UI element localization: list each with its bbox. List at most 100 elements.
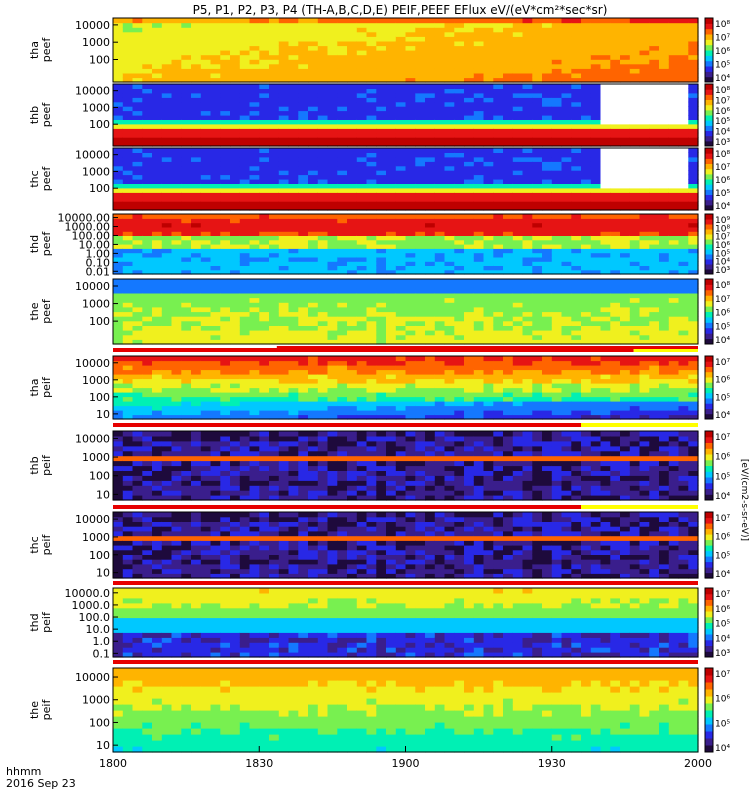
spectrogram-cell bbox=[269, 288, 280, 294]
spectrogram-cell bbox=[249, 22, 260, 28]
spectrogram-cell bbox=[298, 137, 309, 143]
colorbar-segment bbox=[705, 68, 713, 72]
spectrogram-cell bbox=[239, 201, 251, 207]
spectrogram-cell bbox=[678, 97, 689, 103]
spectrogram-cell bbox=[415, 401, 426, 407]
spectrogram-cell bbox=[620, 18, 631, 24]
spectrogram-cell bbox=[600, 316, 611, 322]
spectrogram-cell bbox=[249, 196, 260, 202]
spectrogram-cell bbox=[434, 360, 446, 366]
spectrogram-cell bbox=[444, 101, 455, 107]
spectrogram-cell bbox=[113, 40, 124, 47]
spectrogram-cell bbox=[473, 383, 485, 389]
spectrogram-cell bbox=[532, 252, 543, 258]
spectrogram-cell bbox=[532, 40, 543, 47]
spectrogram-cell bbox=[464, 288, 475, 294]
spectrogram-cell bbox=[278, 205, 290, 211]
spectrogram-cell bbox=[142, 170, 153, 176]
spectrogram-cell bbox=[610, 226, 621, 232]
spectrogram-cell bbox=[454, 174, 465, 180]
spectrogram-cell bbox=[473, 306, 485, 313]
spectrogram-cell bbox=[503, 283, 514, 289]
spectrogram-cell bbox=[464, 36, 475, 42]
spectrogram-cell bbox=[317, 214, 329, 219]
spectrogram-cell bbox=[581, 297, 592, 303]
spectrogram-cell bbox=[620, 231, 631, 236]
spectrogram-cell bbox=[395, 330, 407, 336]
spectrogram-cell bbox=[425, 218, 436, 224]
spectrogram-cell bbox=[152, 196, 163, 202]
spectrogram-cell bbox=[200, 248, 212, 254]
spectrogram-cell bbox=[581, 256, 592, 262]
spectrogram-cell bbox=[512, 63, 524, 69]
spectrogram-cell bbox=[386, 132, 397, 138]
spectrogram-cell bbox=[581, 325, 592, 331]
spectrogram-cell bbox=[425, 320, 436, 326]
spectrogram-cell bbox=[473, 414, 485, 420]
spectrogram-cell bbox=[298, 63, 309, 69]
spectrogram-cell bbox=[200, 339, 212, 345]
spectrogram-cell bbox=[395, 374, 407, 380]
spectrogram-cell bbox=[181, 320, 192, 326]
spectrogram-cell bbox=[337, 235, 348, 241]
spectrogram-cell bbox=[356, 84, 368, 89]
spectrogram-cell bbox=[249, 115, 260, 120]
spectrogram-cell bbox=[142, 297, 153, 303]
spectrogram-cell bbox=[551, 137, 563, 143]
colorbar-segment bbox=[705, 251, 713, 255]
spectrogram-cell bbox=[181, 356, 192, 362]
spectrogram-cell bbox=[239, 410, 251, 416]
spectrogram-cell bbox=[688, 187, 699, 193]
spectrogram-cell bbox=[483, 50, 494, 56]
spectrogram-cell bbox=[366, 288, 377, 294]
spectrogram-cell bbox=[269, 27, 280, 33]
spectrogram-cell bbox=[600, 325, 611, 331]
spectrogram-cell bbox=[620, 201, 631, 207]
spectrogram-cell bbox=[581, 170, 592, 176]
spectrogram-cell bbox=[249, 231, 260, 236]
spectrogram-cell bbox=[444, 119, 455, 125]
spectrogram-cell bbox=[512, 330, 524, 336]
spectrogram-cell bbox=[678, 192, 689, 198]
spectrogram-cell bbox=[415, 265, 426, 271]
spectrogram-cell bbox=[249, 137, 260, 143]
spectrogram-cell bbox=[600, 137, 611, 143]
spectrogram-cell bbox=[454, 156, 465, 162]
spectrogram-cell bbox=[327, 101, 338, 107]
spectrogram-cell bbox=[473, 128, 485, 134]
spectrogram-cell bbox=[678, 279, 689, 285]
spectrogram-cell bbox=[337, 161, 348, 167]
spectrogram-cell bbox=[542, 187, 553, 193]
spectrogram-cell bbox=[415, 383, 426, 389]
spectrogram-cell bbox=[249, 59, 260, 65]
spectrogram-cell bbox=[415, 77, 426, 83]
spectrogram-cell bbox=[590, 165, 602, 171]
spectrogram-cell bbox=[210, 128, 221, 134]
spectrogram-cell bbox=[259, 235, 270, 241]
spectrogram-cell bbox=[532, 22, 543, 28]
spectrogram-cell bbox=[386, 187, 397, 193]
spectrogram-cell bbox=[561, 115, 572, 120]
spectrogram-cell bbox=[425, 392, 436, 398]
colorbar-segment bbox=[705, 47, 713, 51]
spectrogram-cell bbox=[376, 183, 387, 189]
spectrogram-cell bbox=[239, 261, 251, 266]
spectrogram-cell bbox=[610, 269, 621, 275]
spectrogram-cell bbox=[425, 183, 436, 189]
spectrogram-cell bbox=[113, 128, 124, 134]
spectrogram-cell bbox=[337, 123, 348, 129]
spectrogram-cell bbox=[620, 156, 631, 162]
spectrogram-cell bbox=[171, 40, 182, 47]
spectrogram-cell bbox=[113, 396, 124, 402]
spectrogram-cell bbox=[152, 252, 163, 258]
spectrogram-cell bbox=[561, 141, 572, 147]
spectrogram-cell bbox=[532, 174, 543, 180]
spectrogram-cell bbox=[649, 84, 660, 89]
spectrogram-cell bbox=[171, 50, 182, 56]
spectrogram-cell bbox=[610, 183, 621, 189]
spectrogram-cell bbox=[152, 401, 163, 407]
spectrogram-cell bbox=[678, 77, 689, 83]
spectrogram-cell bbox=[113, 59, 124, 65]
spectrogram-cell bbox=[298, 279, 309, 285]
spectrogram-cell bbox=[220, 101, 231, 107]
